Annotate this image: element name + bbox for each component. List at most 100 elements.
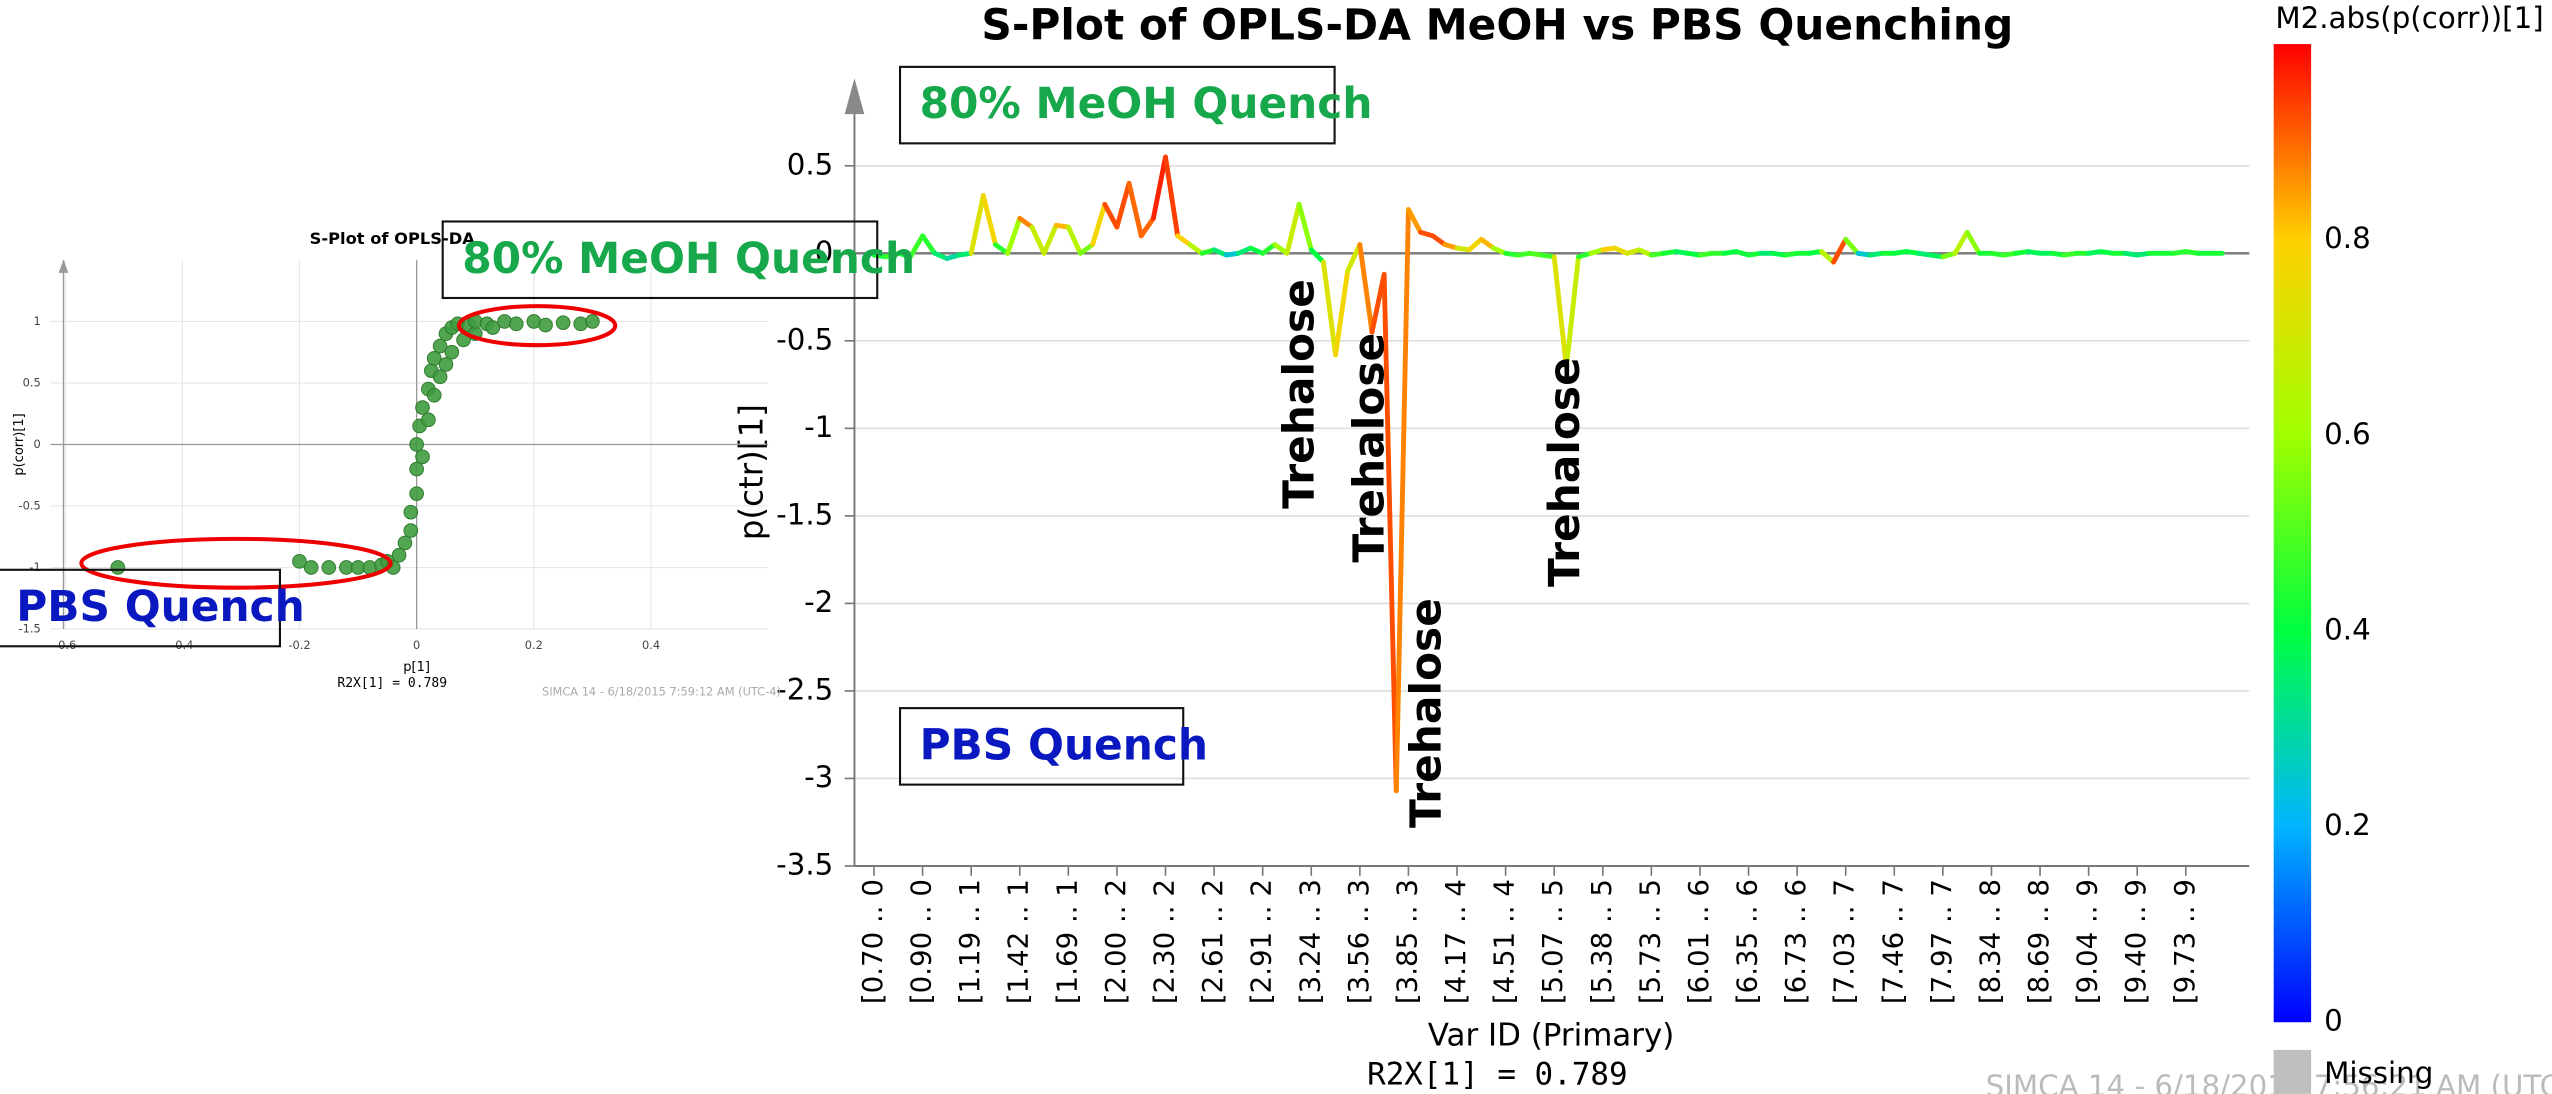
x-tick-label: [9.04 .. 9	[2071, 879, 2104, 1004]
x-tick-label: [5.73 .. 5	[1633, 879, 1666, 1004]
line-segment	[1430, 233, 1448, 248]
y-tick-label: 0.5	[787, 147, 834, 181]
point	[444, 344, 460, 360]
line-segment	[1065, 224, 1083, 256]
y-axis-label: p(corr)[1]	[12, 413, 27, 475]
line-segment	[1296, 201, 1314, 253]
line-segment	[1284, 201, 1302, 256]
x-tick-label: [3.24 .. 3	[1293, 879, 1326, 1004]
point	[110, 560, 126, 575]
line-segment	[1029, 224, 1047, 256]
x-tick-label: [0.70 .. 0	[856, 879, 889, 1004]
line-segment	[1320, 259, 1338, 358]
line-segment	[968, 193, 986, 256]
x-tick-label: [7.03 .. 7	[1828, 879, 1861, 1004]
y-tick-label: -1	[804, 410, 833, 444]
line-segment	[1114, 180, 1132, 230]
line-segment	[1175, 233, 1193, 248]
y-tick-label: -2.5	[776, 672, 833, 706]
point	[432, 338, 448, 354]
group-label-box	[441, 220, 879, 300]
colorbar-title: M2.abs(p(corr))[1]	[2275, 1, 2543, 35]
point	[538, 317, 553, 333]
line-segment	[1381, 271, 1399, 794]
point	[403, 504, 419, 520]
x-tick-label: [3.85 .. 3	[1390, 879, 1423, 1004]
x-tick-label: [4.51 .. 4	[1488, 879, 1521, 1004]
group-label: PBS Quench	[16, 582, 304, 631]
line-segment	[1357, 242, 1375, 335]
x-tick-label: 0.4	[642, 638, 660, 652]
x-axis-label: p[1]	[403, 660, 430, 675]
point	[409, 486, 424, 502]
point	[403, 523, 419, 538]
colorbar	[2273, 44, 2312, 1023]
y-tick-label: -3	[804, 760, 833, 794]
line-segment	[1187, 242, 1205, 256]
line-segment	[1818, 249, 1836, 265]
line-segment	[1952, 229, 1970, 256]
highlight	[456, 304, 618, 348]
x-tick-label: [2.91 .. 2	[1245, 879, 1278, 1004]
point	[397, 535, 413, 551]
point	[292, 554, 307, 569]
x-tick-label: [1.69 .. 1	[1050, 879, 1083, 1004]
x-tick-label: [0.90 .. 0	[905, 879, 938, 1004]
x-axis-label: Var ID (Primary)	[1428, 1017, 1675, 1053]
point	[409, 437, 424, 452]
x-tick-label: [1.42 .. 1	[1002, 879, 1035, 1004]
line-segment	[1041, 222, 1059, 256]
point	[426, 387, 442, 403]
point	[508, 316, 524, 332]
x-tick-label: [4.17 .. 4	[1439, 879, 1472, 1004]
x-tick-label: [9.73 .. 9	[2168, 879, 2201, 1004]
highlight	[79, 536, 393, 590]
footer: R2X[1] = 0.789	[1367, 1056, 1628, 1092]
group-label-box	[898, 707, 1185, 786]
footer: R2X[1] = 0.789	[337, 676, 447, 691]
point	[585, 314, 600, 329]
annotation: Trehalose	[1401, 598, 1450, 828]
x-tick-label: [7.46 .. 7	[1876, 879, 1909, 1004]
y-tick-label: 0	[815, 235, 834, 269]
line-segment	[1964, 229, 1982, 256]
colorbar-tick-label: 0.2	[2324, 808, 2371, 842]
y-tick-label: 0.5	[23, 375, 41, 389]
colorbar-tick-label: 0.6	[2324, 417, 2371, 451]
line-segment	[1308, 247, 1326, 265]
line-segment	[1126, 180, 1144, 239]
line-segment	[1090, 201, 1108, 248]
point	[438, 357, 454, 372]
group-label-box	[898, 65, 1336, 145]
x-tick-label: [2.30 .. 2	[1148, 879, 1181, 1004]
point	[409, 461, 424, 477]
colorbar-tick-label: 0.4	[2324, 612, 2371, 646]
y-tick-label: -0.5	[18, 498, 40, 512]
x-tick-label: [9.40 .. 9	[2119, 879, 2152, 1004]
line-segment	[1831, 236, 1849, 265]
x-tick-label: [2.61 .. 2	[1196, 879, 1229, 1004]
y-tick-label: 0	[33, 437, 40, 451]
chart-title: S-Plot of OPLS-DA MeOH vs PBS Quenching	[981, 0, 2013, 49]
y-tick-label: -2	[804, 585, 833, 619]
x-tick-label: [2.00 .. 2	[1099, 879, 1132, 1004]
point	[432, 369, 448, 385]
line-segment	[1345, 242, 1363, 274]
x-tick-label: 0	[413, 638, 420, 652]
line-segment	[1466, 236, 1484, 253]
point	[421, 412, 436, 428]
x-tick-label: [8.34 .. 8	[1973, 879, 2006, 1004]
group-label: 80% MeOH Quench	[920, 79, 1373, 128]
line-segment	[1138, 215, 1156, 239]
x-tick-label: [6.35 .. 6	[1731, 879, 1764, 1004]
chart-title: S-Plot of OPLS-DA	[310, 229, 476, 248]
line-segment	[1017, 215, 1035, 230]
line-segment	[1005, 215, 1023, 256]
point	[555, 315, 571, 330]
x-tick-label: [3.56 .. 3	[1342, 879, 1375, 1004]
line-segment	[1260, 242, 1278, 256]
credit: SIMCA 14 - 6/18/2015 7:56:21 AM (UTC-4)	[1986, 1069, 2552, 1094]
x-tick-label: -0.2	[288, 638, 310, 652]
line-segment	[920, 233, 938, 256]
